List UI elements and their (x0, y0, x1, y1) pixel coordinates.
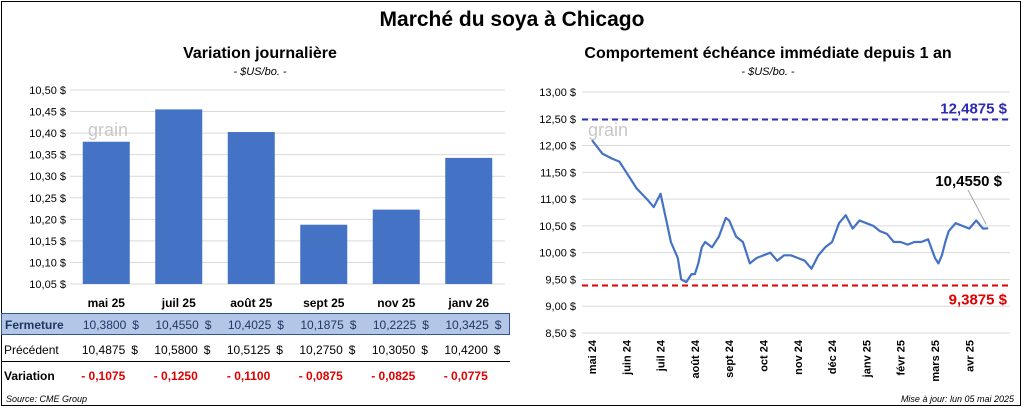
table-cell: 10,3800 (82, 318, 127, 332)
bar-category-label: août 25 (230, 296, 272, 310)
table-cell: - 0,0775 (443, 369, 488, 383)
table-cell: 10,4200 (444, 343, 488, 357)
right-y-tick-label: 12,00 $ (539, 141, 576, 153)
left-y-tick-label: 10,35 $ (29, 150, 66, 162)
left-y-tick-label: 10,05 $ (29, 279, 66, 291)
left-watermark: grain (88, 120, 128, 140)
table-cell: - 0,1100 (226, 369, 271, 383)
table-cell: 10,4025 (227, 318, 272, 332)
x-tick-label: janv 25 (861, 340, 873, 378)
right-y-tick-label: 11,00 $ (540, 194, 576, 206)
bar (372, 209, 420, 284)
table-cell-unit: $ (131, 343, 138, 357)
table-row-close: Fermeture 10,3800 $10,4550 $10,4025 $10,1875… (1, 313, 510, 335)
right-chart-title: Comportement échéance immédiate depuis 1… (584, 45, 952, 62)
right-y-tick-label: 12,50 $ (539, 114, 576, 126)
table-cell-unit: $ (421, 343, 428, 357)
table-row-label: Précédent (4, 343, 59, 357)
x-tick-label: mars 25 (930, 340, 942, 382)
x-tick-label: sept 24 (724, 339, 736, 378)
update-note: Mise à jour: lun 05 mai 2025 (900, 394, 1014, 404)
right-watermark: grain (588, 120, 628, 140)
bar-category-label: sept 25 (303, 296, 345, 310)
bar (445, 157, 493, 284)
table-cell: - 0,1250 (153, 369, 198, 383)
table-cell: 10,4875 (81, 343, 126, 357)
table-cell: 10,1875 (300, 318, 344, 332)
x-tick-label: juin 24 (621, 339, 633, 376)
table-divider (1, 361, 510, 362)
table-row-label: Fermeture (5, 318, 64, 332)
right-y-tick-label: 8,50 $ (545, 328, 576, 340)
table-cell: 10,3425 (445, 318, 489, 332)
x-tick-label: févr 25 (896, 340, 908, 375)
right-y-tick-label: 13,00 $ (539, 87, 576, 99)
x-tick-label: avr 25 (964, 340, 976, 372)
right-y-tick-label: 9,50 $ (545, 274, 576, 286)
right-y-tick-label: 10,50 $ (539, 221, 576, 233)
table-cell-unit: $ (277, 318, 284, 332)
table-row-variation: Variation - 0,1075 - 0,1250 - 0,1100 - 0,087… (1, 365, 510, 387)
table-row-previous: Précédent 10,4875 $10,5800 $10,5125 $10,2750… (1, 339, 510, 361)
table-cell: 10,4550 (155, 318, 199, 332)
bar-category-label: juil 25 (161, 296, 196, 310)
table-cell: 10,3050 (371, 343, 416, 357)
bar (155, 109, 203, 285)
price-line (591, 139, 989, 284)
x-tick-label: juil 24 (656, 339, 668, 372)
left-chart-unit: - $US/bo. - (233, 66, 287, 78)
table-cell: 10,2750 (299, 343, 343, 357)
right-y-tick-label: 11,50 $ (540, 167, 576, 179)
low-reference-label: 9,3875 $ (949, 291, 1008, 308)
x-tick-label: déc 24 (827, 339, 839, 374)
right-y-tick-label: 10,00 $ (539, 248, 576, 260)
last-value-label: 10,4550 $ (935, 173, 1002, 190)
last-value-leader (967, 189, 987, 225)
bar-category-label: janv 26 (447, 296, 489, 310)
left-y-tick-label: 10,40 $ (29, 128, 66, 140)
left-y-tick-label: 10,45 $ (29, 107, 66, 119)
left-y-tick-label: 10,15 $ (29, 236, 66, 248)
bar (82, 141, 130, 284)
main-title: Marché du soya à Chicago (379, 8, 645, 31)
table-cell-unit: $ (204, 318, 212, 332)
x-tick-label: mai 24 (587, 339, 599, 374)
table-cell-unit: $ (348, 343, 356, 357)
source-note: Source: CME Group (6, 394, 88, 404)
table-cell-unit: $ (203, 343, 211, 357)
right-y-tick-label: 9,00 $ (545, 301, 576, 313)
table-cell-unit: $ (132, 318, 139, 332)
left-y-tick-label: 10,30 $ (29, 171, 66, 183)
table-cell-unit: $ (349, 318, 357, 332)
table-cell-unit: $ (494, 318, 502, 332)
left-y-tick-label: 10,20 $ (29, 214, 66, 226)
left-y-tick-label: 10,50 $ (29, 85, 66, 97)
bar (227, 132, 275, 284)
x-tick-label: août 24 (690, 339, 702, 378)
left-y-tick-label: 10,25 $ (29, 193, 66, 205)
bar-category-label: nov 25 (377, 296, 415, 310)
table-cell-unit: $ (493, 343, 501, 357)
table-cell-unit: $ (422, 318, 429, 332)
table-cell: 10,5800 (154, 343, 198, 357)
table-cell: - 0,0825 (371, 369, 416, 383)
table-cell: - 0,0875 (298, 369, 343, 383)
right-chart-unit: - $US/bo. - (741, 66, 795, 78)
left-chart-title: Variation journalière (183, 45, 337, 62)
x-tick-label: nov 24 (793, 339, 805, 375)
table-cell-unit: $ (276, 343, 283, 357)
bar (300, 224, 348, 284)
high-reference-label: 12,4875 $ (940, 100, 1007, 117)
table-cell: 10,5125 (226, 343, 271, 357)
x-tick-label: oct 24 (759, 339, 771, 372)
bar-category-label: mai 25 (88, 296, 126, 310)
left-y-tick-label: 10,10 $ (29, 257, 66, 269)
table-row-label: Variation (4, 369, 55, 383)
table-cell: 10,2225 (372, 318, 417, 332)
table-cell: - 0,1075 (81, 369, 126, 383)
